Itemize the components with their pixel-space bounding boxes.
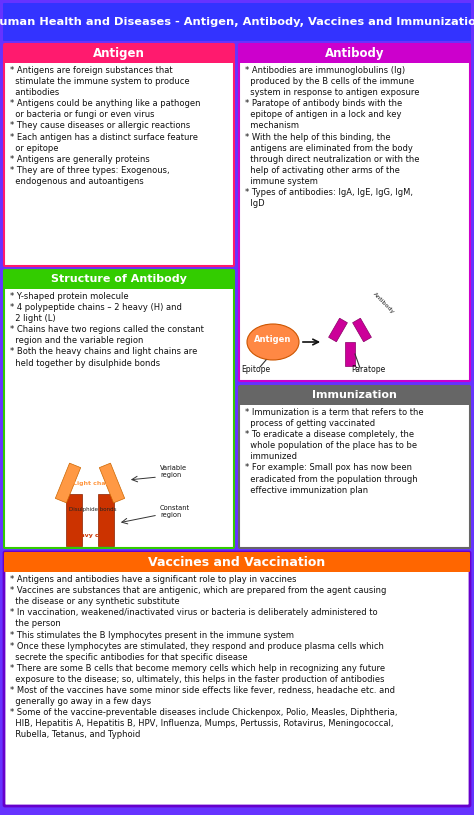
Text: * Antibodies are immunoglobulins (Ig)
  produced by the B cells of the immune
  : * Antibodies are immunoglobulins (Ig) pr… xyxy=(245,66,419,208)
FancyBboxPatch shape xyxy=(239,44,470,63)
Text: Paratope: Paratope xyxy=(351,365,385,374)
Text: Constant: Constant xyxy=(160,505,190,511)
Text: Variable: Variable xyxy=(160,465,187,471)
Text: Immunization: Immunization xyxy=(312,390,397,400)
Ellipse shape xyxy=(247,324,299,360)
Polygon shape xyxy=(66,494,82,546)
Polygon shape xyxy=(98,494,114,546)
Text: Disulphide bonds: Disulphide bonds xyxy=(69,508,117,513)
Polygon shape xyxy=(345,342,355,366)
Text: Antigen: Antigen xyxy=(255,336,292,345)
Text: * Immunization is a term that refers to the
  process of getting vaccinated
* To: * Immunization is a term that refers to … xyxy=(245,408,424,495)
FancyBboxPatch shape xyxy=(4,270,234,548)
Polygon shape xyxy=(100,463,125,503)
FancyBboxPatch shape xyxy=(3,3,471,41)
Text: Antigen: Antigen xyxy=(93,47,145,60)
FancyBboxPatch shape xyxy=(4,44,234,63)
FancyBboxPatch shape xyxy=(239,386,470,548)
Text: Human Health and Diseases - Antigen, Antibody, Vaccines and Immunization: Human Health and Diseases - Antigen, Ant… xyxy=(0,17,474,27)
Polygon shape xyxy=(328,318,347,341)
FancyBboxPatch shape xyxy=(239,44,470,381)
Text: Vaccines and Vaccination: Vaccines and Vaccination xyxy=(148,556,326,569)
Text: Antibody: Antibody xyxy=(325,47,384,60)
Text: * Antigens and antibodies have a significant role to play in vaccines
* Vaccines: * Antigens and antibodies have a signifi… xyxy=(10,575,398,739)
FancyBboxPatch shape xyxy=(4,270,234,289)
Polygon shape xyxy=(353,318,372,341)
FancyBboxPatch shape xyxy=(4,44,234,266)
Text: region: region xyxy=(160,512,181,518)
Text: Epitope: Epitope xyxy=(241,365,271,374)
Text: * Antigens are foreign substances that
  stimulate the immune system to produce
: * Antigens are foreign substances that s… xyxy=(10,66,201,186)
FancyBboxPatch shape xyxy=(4,552,470,572)
FancyBboxPatch shape xyxy=(4,552,470,806)
Text: Light chain: Light chain xyxy=(73,481,112,486)
Text: Heavy chain: Heavy chain xyxy=(72,532,115,538)
FancyBboxPatch shape xyxy=(239,386,470,405)
Text: region: region xyxy=(160,472,181,478)
Text: Structure of Antibody: Structure of Antibody xyxy=(51,275,187,284)
Text: * Y-shaped protein molecule
* 4 polypeptide chains – 2 heavy (H) and
  2 light (: * Y-shaped protein molecule * 4 polypept… xyxy=(10,292,204,368)
Text: Antibody: Antibody xyxy=(372,292,395,315)
Polygon shape xyxy=(55,463,81,503)
